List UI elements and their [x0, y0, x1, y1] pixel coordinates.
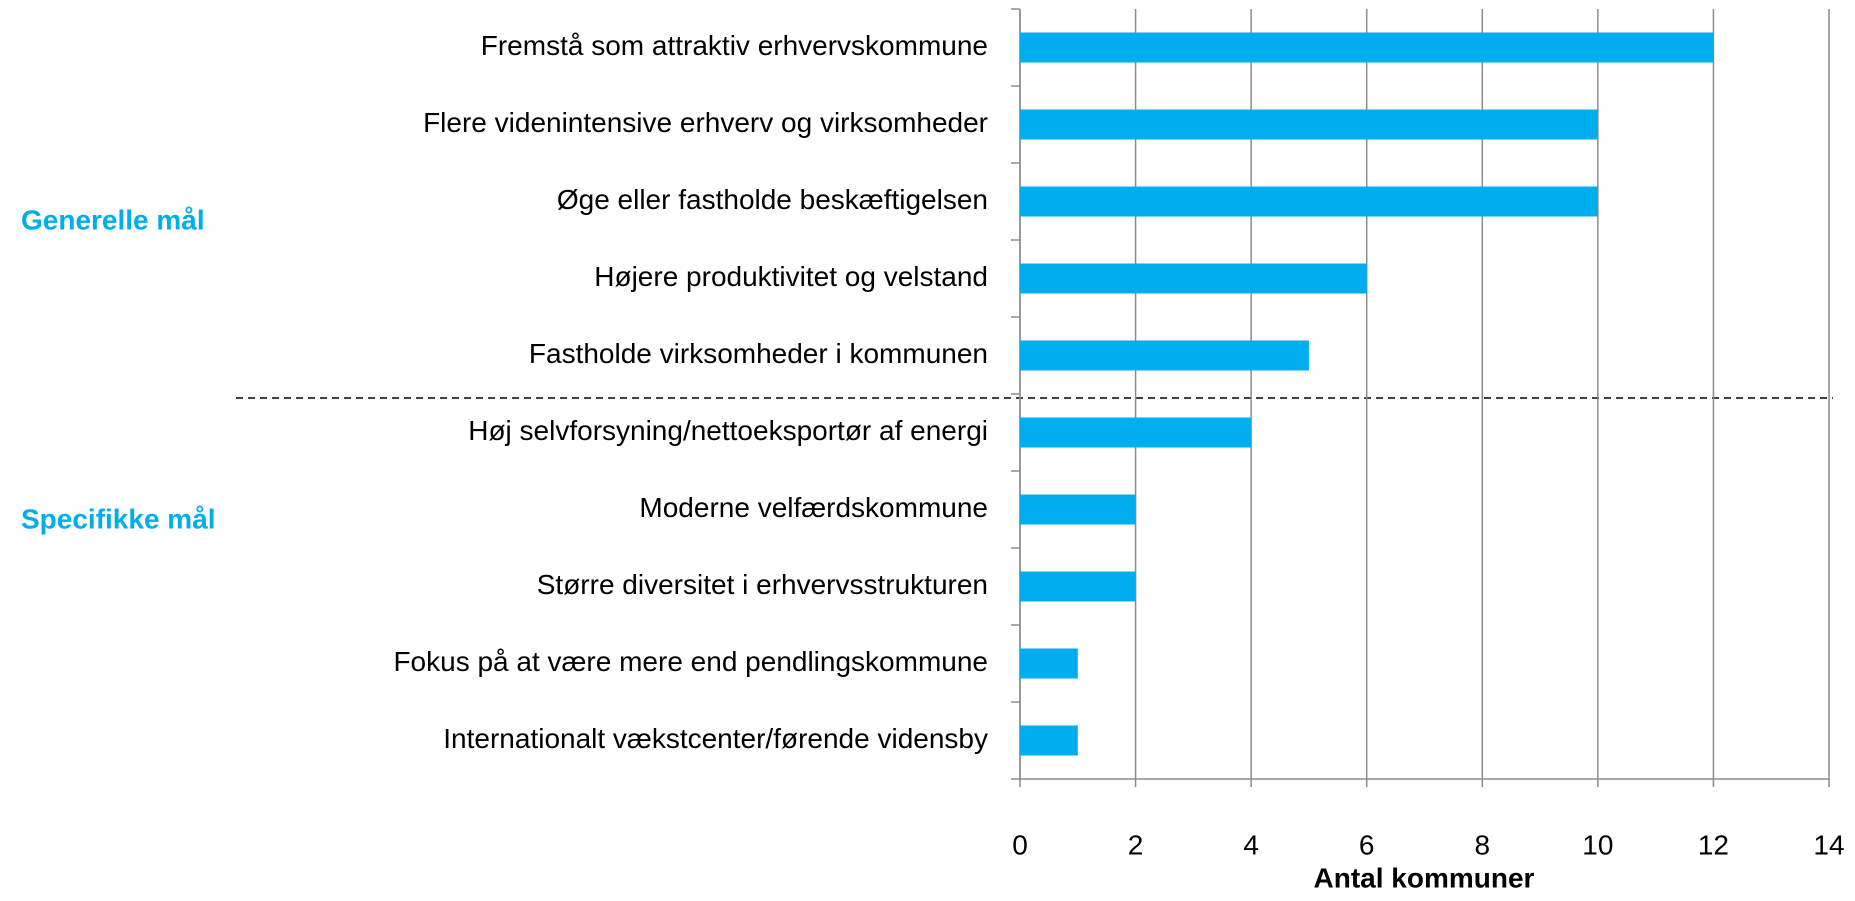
bar: [1020, 571, 1136, 602]
y-tick-label: Højere produktivitet og velstand: [594, 261, 988, 292]
group-label: Specifikke mål: [21, 503, 216, 534]
x-tick-label: 12: [1698, 829, 1729, 860]
x-tick-label: 8: [1474, 829, 1490, 860]
y-tick-label: Fokus på at være mere end pendlingskommu…: [393, 646, 988, 677]
bar: [1020, 494, 1136, 525]
group-label: Generelle mål: [21, 204, 205, 235]
y-tick-label: Høj selvforsyning/nettoeksportør af ener…: [468, 415, 988, 446]
x-tick-label: 6: [1359, 829, 1375, 860]
y-tick-label: Flere videnintensive erhverv og virksomh…: [423, 107, 988, 138]
bar: [1020, 186, 1598, 217]
x-tick-label: 0: [1012, 829, 1028, 860]
y-tick-label: Internationalt vækstcenter/førende viden…: [443, 723, 988, 754]
y-tick-label: Fastholde virksomheder i kommunen: [529, 338, 988, 369]
y-tick-label: Større diversitet i erhvervsstrukturen: [537, 569, 988, 600]
x-tick-label: 2: [1128, 829, 1144, 860]
y-tick-label: Øge eller fastholde beskæftigelsen: [557, 184, 988, 215]
x-axis-label: Antal kommuner: [1314, 862, 1535, 893]
bar: [1020, 340, 1309, 371]
x-tick-label: 10: [1582, 829, 1613, 860]
bar: [1020, 32, 1714, 63]
x-tick-label: 14: [1813, 829, 1844, 860]
bar: [1020, 263, 1367, 294]
bar: [1020, 648, 1078, 679]
y-tick-label: Moderne velfærdskommune: [639, 492, 988, 523]
y-tick-label: Fremstå som attraktiv erhvervskommune: [481, 30, 988, 61]
bar: [1020, 109, 1598, 140]
bar: [1020, 725, 1078, 756]
x-tick-label: 4: [1243, 829, 1259, 860]
bar: [1020, 417, 1252, 448]
